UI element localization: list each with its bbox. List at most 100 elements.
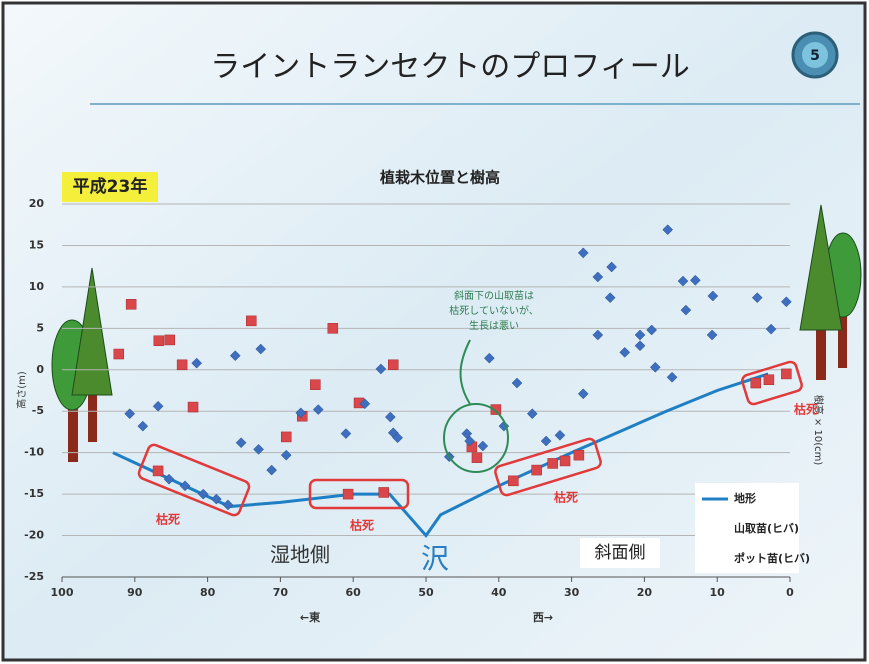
x-tick-label: 70 — [273, 586, 289, 599]
x-tick-label: 10 — [710, 586, 726, 599]
dead-label: 枯死 — [350, 518, 374, 533]
square-marker — [152, 465, 164, 477]
region-label: 斜面側 — [595, 543, 646, 563]
diamond-marker — [266, 464, 278, 476]
diamond-marker — [680, 304, 692, 316]
diamond-marker — [255, 343, 267, 355]
dead-label: 枯死 — [156, 512, 180, 527]
diamond-marker — [751, 292, 763, 304]
diamond-marker — [577, 247, 589, 259]
x-tick-label: 60 — [346, 586, 362, 599]
diamond-marker — [229, 350, 241, 362]
diamond-marker — [526, 408, 538, 420]
diamond-marker — [359, 398, 371, 410]
square-marker — [531, 464, 542, 476]
diamond-marker — [706, 329, 718, 341]
diamond-marker — [191, 357, 203, 369]
x-tick-label: 20 — [637, 586, 653, 599]
square-marker — [471, 452, 483, 463]
diamond-marker — [197, 488, 209, 500]
x-tick-label: 80 — [200, 586, 216, 599]
callout-text: 斜面下の山取苗は — [454, 289, 534, 302]
diamond-marker — [483, 352, 495, 364]
square-marker — [378, 487, 390, 498]
diamond-marker — [124, 408, 136, 420]
y-tick-label: 15 — [29, 238, 44, 251]
legend-label: 山取苗(ヒバ) — [734, 521, 799, 535]
diamond-marker — [646, 324, 658, 336]
diamond-marker — [662, 224, 674, 236]
diamond-marker — [634, 340, 646, 352]
diamond-marker — [511, 377, 523, 389]
diamond-marker — [384, 411, 396, 423]
square-marker — [573, 449, 585, 461]
square-marker — [125, 299, 137, 310]
diamond-marker — [606, 261, 617, 273]
x-tick-label: 100 — [51, 586, 74, 599]
square-marker — [164, 334, 175, 346]
diamond-marker — [690, 274, 701, 286]
x-tick-label: 50 — [418, 586, 434, 599]
y-axis-label: 高さ(m) — [15, 371, 28, 409]
region-label-bg — [580, 538, 660, 568]
square-marker — [327, 323, 339, 334]
diamond-marker — [312, 404, 324, 415]
diamond-marker — [375, 363, 387, 375]
diamond-marker — [163, 473, 175, 485]
square-marker — [246, 315, 257, 327]
y-tick-label: 20 — [29, 197, 45, 210]
diamond-marker — [649, 361, 661, 373]
square-marker — [559, 455, 571, 467]
tree-right — [799, 204, 862, 380]
y-tick-label: 5 — [36, 321, 44, 334]
legend-label: 地形 — [734, 491, 756, 505]
diamond-marker — [280, 449, 292, 461]
diamond-marker — [295, 407, 307, 419]
x-tick-label: 90 — [127, 586, 143, 599]
region-label: 沢 — [421, 542, 449, 575]
callout-circle — [443, 403, 509, 473]
year-label: 平成23年 — [73, 176, 148, 197]
chart-title: 植栽木位置と樹高 — [380, 169, 500, 187]
y-tick-label: -25 — [24, 570, 44, 583]
diamond-marker — [540, 435, 552, 447]
square-marker — [763, 374, 775, 385]
diamond-marker — [253, 443, 264, 455]
x-tick-label: 0 — [786, 586, 794, 599]
diamond-marker — [340, 428, 352, 439]
diamond-marker — [677, 275, 689, 287]
y-tick-label: -20 — [24, 529, 44, 542]
diamond-marker — [619, 347, 631, 358]
diamond-marker — [592, 271, 604, 283]
diamond-marker — [477, 440, 489, 452]
y-tick-label: -10 — [24, 446, 44, 459]
diamond-marker — [604, 292, 616, 304]
y-tick-label: -15 — [24, 487, 44, 500]
diamond-marker — [222, 499, 234, 511]
y-tick-label: -5 — [32, 404, 44, 417]
y-tick-label: 10 — [29, 280, 45, 293]
region-label: 湿地側 — [270, 543, 330, 567]
square-marker — [781, 368, 792, 380]
square-marker — [153, 335, 165, 347]
square-marker — [750, 377, 762, 389]
square-marker — [342, 488, 354, 500]
callout-leader — [459, 339, 471, 405]
diamond-marker — [392, 432, 403, 444]
x-direction-label: 西→ — [533, 611, 553, 624]
square-marker — [176, 359, 188, 371]
page-number: 5 — [810, 48, 820, 64]
diamond-marker — [235, 437, 247, 449]
dead-label: 枯死 — [554, 490, 578, 505]
terrain-line — [112, 372, 769, 538]
diamond-marker — [592, 329, 604, 341]
square-marker — [310, 379, 321, 390]
square-marker — [490, 404, 502, 415]
diamond-marker — [461, 428, 473, 439]
x-tick-label: 30 — [564, 586, 580, 599]
square-marker — [280, 431, 292, 443]
dead-boxes — [137, 360, 803, 517]
diamond-marker — [707, 290, 719, 302]
x-direction-label: ←東 — [300, 610, 321, 624]
